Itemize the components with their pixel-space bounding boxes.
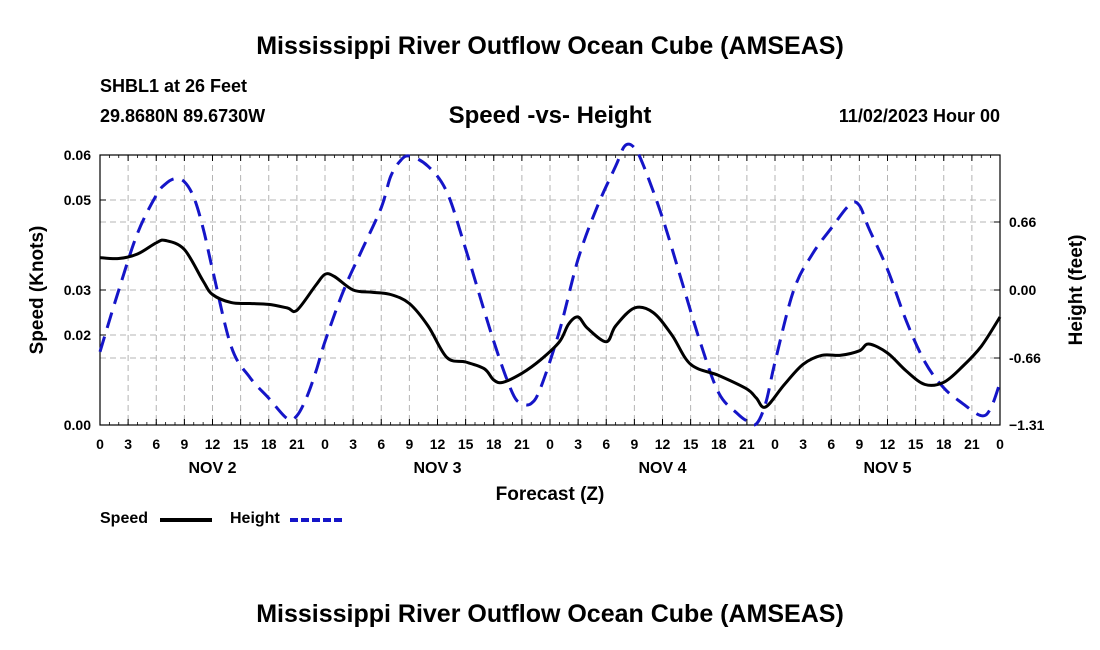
x-tick-label: 6 <box>827 436 835 452</box>
y-tick-label: 0.03 <box>64 282 91 298</box>
x-tick-label: 0 <box>771 436 779 452</box>
chart-series <box>98 142 1002 427</box>
x-tick-label: 9 <box>630 436 638 452</box>
y2-axis-label: Height (feet) <box>1066 235 1087 346</box>
x-tick-label: 0 <box>321 436 329 452</box>
legend-speed-swatch <box>160 518 212 522</box>
x-tick-label: 12 <box>880 436 896 452</box>
x-tick-label: 15 <box>908 436 924 452</box>
x-tick-label: 21 <box>739 436 755 452</box>
x-tick-label: 0 <box>96 436 104 452</box>
x-tick-label: 0 <box>546 436 554 452</box>
legend-height-label: Height <box>230 510 280 527</box>
y2-tick-label: 0.66 <box>1009 214 1036 230</box>
day-label: NOV 2 <box>188 460 236 477</box>
x-tick-label: 21 <box>514 436 530 452</box>
y-tick-label: 0.05 <box>64 192 91 208</box>
x-tick-label: 15 <box>683 436 699 452</box>
x-tick-label: 9 <box>855 436 863 452</box>
x-axis-label: Forecast (Z) <box>496 484 605 505</box>
x-tick-label: 12 <box>655 436 671 452</box>
x-tick-label: 18 <box>261 436 277 452</box>
coordinates-label: 29.8680N 89.6730W <box>100 106 266 126</box>
x-tick-label: 6 <box>377 436 385 452</box>
y2-tick-label: 0.00 <box>1009 282 1036 298</box>
x-tick-label: 0 <box>996 436 1004 452</box>
y-tick-label: 0.02 <box>64 327 91 343</box>
y-tick-label: 0.06 <box>64 147 91 163</box>
x-tick-label: 12 <box>430 436 446 452</box>
legend-height-swatch <box>290 518 342 522</box>
footer-title: Mississippi River Outflow Ocean Cube (AM… <box>256 600 844 628</box>
x-tick-label: 9 <box>405 436 413 452</box>
x-tick-label: 15 <box>233 436 249 452</box>
x-tick-label: 18 <box>486 436 502 452</box>
x-tick-label: 21 <box>289 436 305 452</box>
legend-speed-label: Speed <box>100 510 149 527</box>
day-label: NOV 3 <box>413 460 461 477</box>
day-label: NOV 4 <box>638 460 686 477</box>
x-tick-label: 3 <box>124 436 132 452</box>
chart-subtitle: Speed -vs- Height <box>448 102 652 129</box>
datetime-label: 11/02/2023 Hour 00 <box>838 106 1000 126</box>
height-series-line <box>98 142 1002 427</box>
x-tick-label: 15 <box>458 436 474 452</box>
x-tick-label: 12 <box>205 436 221 452</box>
x-tick-label: 6 <box>602 436 610 452</box>
x-tick-label: 21 <box>964 436 980 452</box>
grid-lines <box>100 155 1000 425</box>
x-tick-label: 18 <box>711 436 727 452</box>
x-tick-label: 3 <box>349 436 357 452</box>
day-label: NOV 5 <box>863 460 911 477</box>
x-tick-label: 18 <box>936 436 952 452</box>
y-tick-label: 0.00 <box>64 417 91 433</box>
x-tick-label: 6 <box>152 436 160 452</box>
station-label: SHBL1 at 26 Feet <box>100 76 248 96</box>
y2-tick-label: −1.31 <box>1009 417 1045 433</box>
speed-series-line <box>99 238 1002 409</box>
x-tick-label: 9 <box>180 436 188 452</box>
chart-title: Mississippi River Outflow Ocean Cube (AM… <box>256 32 844 60</box>
x-tick-label: 3 <box>574 436 582 452</box>
x-tick-label: 3 <box>799 436 807 452</box>
y-axis-label: Speed (Knots) <box>27 226 48 355</box>
y2-tick-label: -0.66 <box>1009 350 1041 366</box>
chart-axes: 0 3 6 9 12 15 18 21 0 3 6 9 12 15 18 21 0 3 6 9 12 15 18 21 0 3 6 9… <box>64 147 1045 477</box>
